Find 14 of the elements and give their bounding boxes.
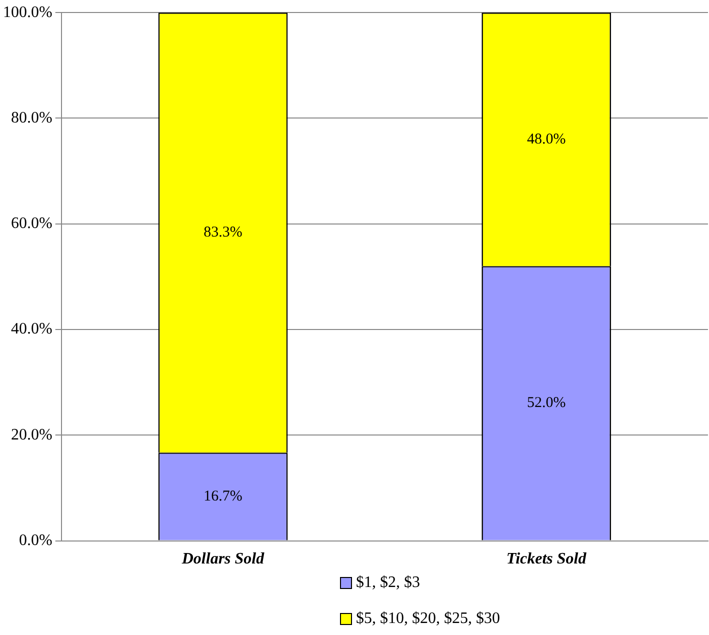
- data-label: 16.7%: [204, 488, 242, 504]
- x-tick-label: Tickets Sold: [506, 550, 588, 568]
- y-tick-label: 80.0%: [11, 109, 52, 126]
- legend-label: $5, $10, $20, $25, $30: [356, 610, 500, 628]
- data-label: 83.3%: [204, 224, 242, 241]
- y-tick-label: 0.0%: [19, 532, 52, 550]
- data-label: 48.0%: [526, 131, 566, 148]
- y-tick-label: 40.0%: [11, 320, 52, 338]
- x-tick-label: Dollars Sold: [180, 550, 266, 568]
- legend-label: $1, $2, $3: [356, 574, 420, 592]
- data-label: 52.0%: [526, 395, 566, 412]
- y-tick-label: 100.0%: [3, 4, 52, 21]
- y-tick-label: 20.0%: [11, 426, 52, 444]
- y-tick-label: 60.0%: [11, 215, 52, 232]
